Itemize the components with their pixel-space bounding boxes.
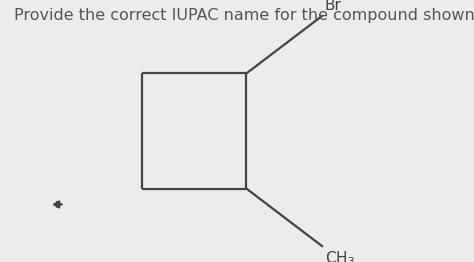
Text: CH$_3$: CH$_3$ bbox=[325, 249, 355, 262]
Text: Br: Br bbox=[325, 0, 342, 13]
Text: Provide the correct IUPAC name for the compound shown here.: Provide the correct IUPAC name for the c… bbox=[14, 8, 474, 23]
